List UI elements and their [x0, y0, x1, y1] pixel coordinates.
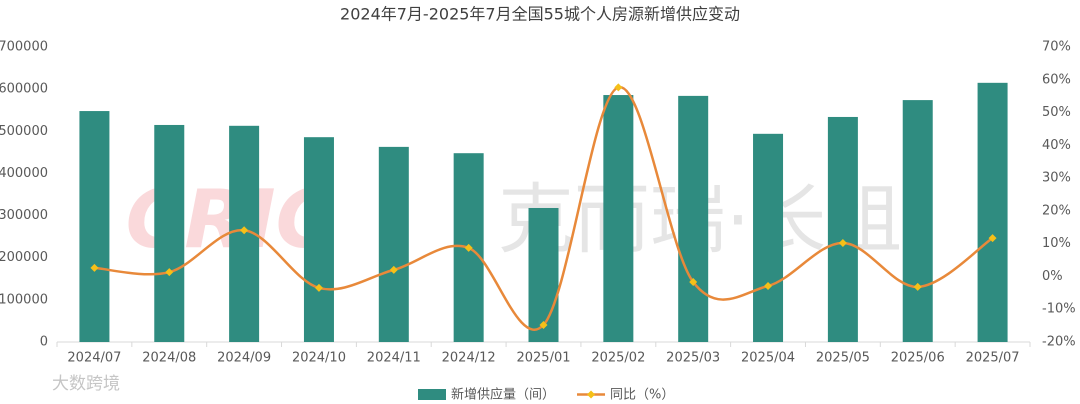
y2-tick-label: -10% [1042, 302, 1076, 317]
y2-tick-label: 10% [1042, 236, 1071, 251]
x-tick-label: 2024/12 [442, 351, 496, 366]
marker [464, 243, 473, 252]
y2-tick-label: 70% [1042, 40, 1071, 55]
marker [90, 263, 99, 272]
marker [764, 281, 773, 290]
x-tick-label: 2025/03 [666, 351, 720, 366]
bar [528, 207, 559, 342]
x-tick-label: 2025/06 [891, 351, 945, 366]
marker [539, 320, 548, 329]
x-tick-label: 2024/07 [67, 351, 121, 366]
bar [79, 111, 110, 342]
marker [240, 226, 249, 235]
bar [977, 82, 1008, 343]
y2-tick-label: 60% [1042, 72, 1071, 87]
bar [827, 116, 858, 342]
marker [614, 83, 623, 92]
x-tick-label: 2024/09 [217, 351, 271, 366]
legend-label: 同比（%） [610, 388, 674, 403]
y-tick-label: 100000 [0, 292, 48, 307]
marker [165, 268, 174, 277]
y-tick-label: 300000 [0, 208, 48, 223]
bar [603, 95, 634, 343]
y-tick-label: 0 [40, 335, 48, 350]
watermark: 大数跨境 [52, 374, 120, 394]
y2-tick-label: -20% [1042, 335, 1076, 350]
bar [154, 124, 185, 342]
y-tick-label: 600000 [0, 82, 48, 97]
chart-title: 2024年7月-2025年7月全国55城个人房源新增供应变动 [340, 5, 740, 24]
x-tick-label: 2025/05 [816, 351, 870, 366]
x-tick-label: 2025/07 [966, 351, 1020, 366]
x-tick-label: 2025/02 [591, 351, 645, 366]
y-tick-label: 200000 [0, 250, 48, 265]
marker [988, 234, 997, 243]
legend-swatch [587, 390, 596, 399]
bar [678, 95, 709, 342]
y-tick-label: 400000 [0, 166, 48, 181]
marker [689, 278, 698, 287]
legend-swatch [418, 389, 446, 400]
y-tick-label: 500000 [0, 124, 48, 139]
y2-tick-label: 0% [1042, 269, 1063, 284]
marker [389, 265, 398, 274]
marker [314, 283, 323, 292]
bar [378, 146, 409, 342]
legend-label: 新增供应量（间） [451, 387, 555, 403]
y2-tick-label: 40% [1042, 138, 1071, 153]
bar [753, 133, 784, 342]
y-tick-label: 700000 [0, 40, 48, 55]
bar [902, 100, 933, 342]
marker [913, 282, 922, 291]
x-tick-label: 2025/01 [516, 351, 570, 366]
y2-tick-label: 30% [1042, 171, 1071, 186]
line [94, 86, 994, 331]
marker [838, 239, 847, 248]
y2-tick-label: 50% [1042, 105, 1071, 120]
x-tick-label: 2025/04 [741, 351, 795, 366]
y2-tick-label: 20% [1042, 203, 1071, 218]
bar [303, 137, 334, 342]
x-tick-label: 2024/10 [292, 351, 346, 366]
x-tick-label: 2024/08 [142, 351, 196, 366]
x-tick-label: 2024/11 [367, 351, 421, 366]
